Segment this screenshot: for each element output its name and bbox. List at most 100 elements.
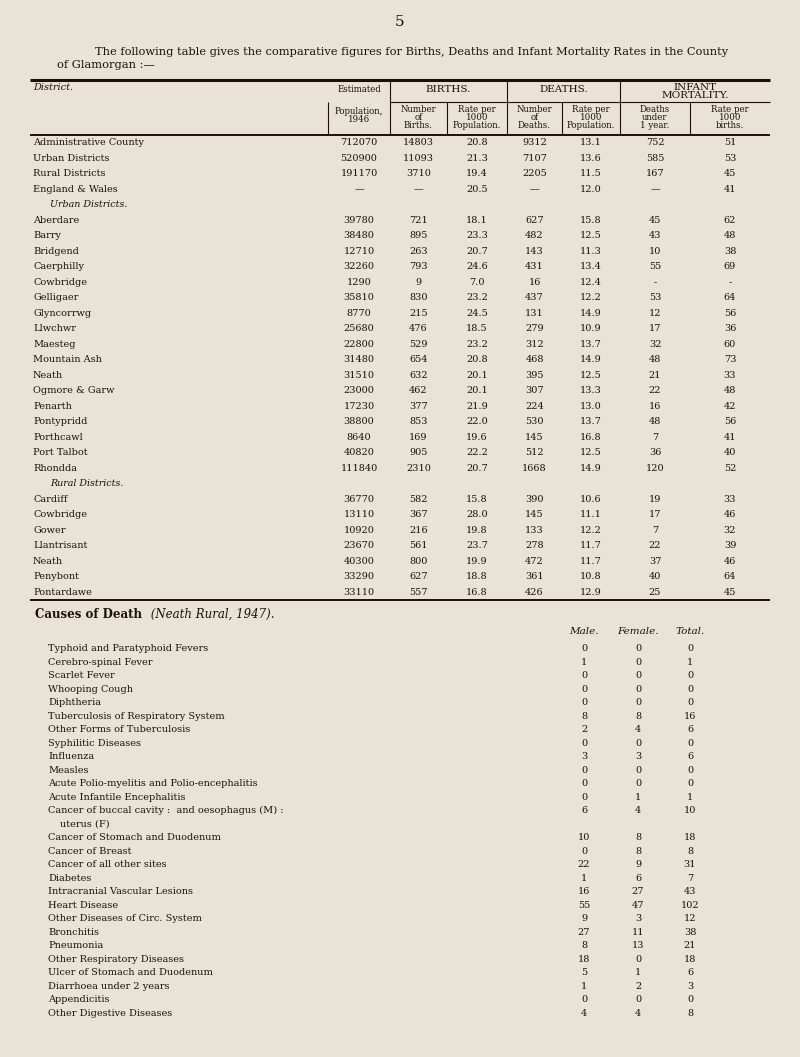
Text: 13.4: 13.4 <box>580 262 602 272</box>
Text: Urban Districts.: Urban Districts. <box>50 200 127 209</box>
Text: —: — <box>354 185 364 193</box>
Text: 22: 22 <box>649 386 662 395</box>
Text: 40: 40 <box>724 448 736 458</box>
Text: 462: 462 <box>409 386 428 395</box>
Text: 1000: 1000 <box>580 113 602 122</box>
Text: 145: 145 <box>525 511 544 519</box>
Text: 43: 43 <box>649 231 662 240</box>
Text: Neath: Neath <box>33 371 63 379</box>
Text: Llantrisant: Llantrisant <box>33 541 87 551</box>
Text: 530: 530 <box>526 418 544 426</box>
Text: 21: 21 <box>684 941 696 950</box>
Text: 16: 16 <box>649 402 661 411</box>
Text: 10: 10 <box>578 833 590 842</box>
Text: 9: 9 <box>415 278 422 286</box>
Text: 40820: 40820 <box>343 448 374 458</box>
Text: 55: 55 <box>578 901 590 910</box>
Text: Diphtheria: Diphtheria <box>48 699 101 707</box>
Text: BIRTHS.: BIRTHS. <box>426 86 471 94</box>
Text: 895: 895 <box>410 231 428 240</box>
Text: 22800: 22800 <box>343 339 374 349</box>
Text: -: - <box>728 278 732 286</box>
Text: 627: 627 <box>409 572 428 581</box>
Text: 1: 1 <box>581 657 587 667</box>
Text: Rate per: Rate per <box>572 105 610 114</box>
Text: 64: 64 <box>724 293 736 302</box>
Text: Administrative County: Administrative County <box>33 138 144 147</box>
Text: 520900: 520900 <box>341 153 378 163</box>
Text: 0: 0 <box>635 699 641 707</box>
Text: Caerphilly: Caerphilly <box>33 262 84 272</box>
Text: 1: 1 <box>635 793 641 802</box>
Text: Cancer of buccal cavity :  and oesophagus (M) :: Cancer of buccal cavity : and oesophagus… <box>48 806 283 815</box>
Text: 18: 18 <box>684 954 696 964</box>
Text: 0: 0 <box>635 685 641 693</box>
Text: 32: 32 <box>724 525 736 535</box>
Text: Rural Districts: Rural Districts <box>33 169 106 179</box>
Text: 52: 52 <box>724 464 736 472</box>
Text: births.: births. <box>716 120 744 130</box>
Text: 10.6: 10.6 <box>580 495 602 504</box>
Text: Other Diseases of Circ. System: Other Diseases of Circ. System <box>48 914 202 923</box>
Text: 12.5: 12.5 <box>580 448 602 458</box>
Text: 0: 0 <box>687 996 693 1004</box>
Text: 8770: 8770 <box>346 309 371 318</box>
Text: INFANT: INFANT <box>674 82 717 92</box>
Text: 12.4: 12.4 <box>580 278 602 286</box>
Text: 1: 1 <box>687 657 693 667</box>
Text: 12: 12 <box>649 309 662 318</box>
Text: 38800: 38800 <box>344 418 374 426</box>
Text: 0: 0 <box>581 739 587 747</box>
Text: 0: 0 <box>687 699 693 707</box>
Text: 39: 39 <box>724 541 736 551</box>
Text: 38: 38 <box>724 246 736 256</box>
Text: Pontardawe: Pontardawe <box>33 588 92 597</box>
Text: 582: 582 <box>410 495 428 504</box>
Text: 0: 0 <box>635 954 641 964</box>
Text: Deaths.: Deaths. <box>518 120 551 130</box>
Text: 17: 17 <box>649 324 662 333</box>
Text: 0: 0 <box>581 779 587 789</box>
Text: 8: 8 <box>581 941 587 950</box>
Text: 4: 4 <box>635 1008 641 1018</box>
Text: 23000: 23000 <box>343 386 374 395</box>
Text: 24.6: 24.6 <box>466 262 488 272</box>
Text: 7: 7 <box>652 525 658 535</box>
Text: Other Digestive Diseases: Other Digestive Diseases <box>48 1008 172 1018</box>
Text: 35810: 35810 <box>343 293 374 302</box>
Text: 16.8: 16.8 <box>466 588 488 597</box>
Text: 12.0: 12.0 <box>580 185 602 193</box>
Text: 21.9: 21.9 <box>466 402 488 411</box>
Text: 377: 377 <box>409 402 428 411</box>
Text: 102: 102 <box>681 901 699 910</box>
Text: 41: 41 <box>724 432 736 442</box>
Text: 45: 45 <box>724 169 736 179</box>
Text: 0: 0 <box>687 645 693 653</box>
Text: 13.6: 13.6 <box>580 153 602 163</box>
Text: 42: 42 <box>724 402 736 411</box>
Text: 476: 476 <box>409 324 428 333</box>
Text: 133: 133 <box>525 525 544 535</box>
Text: Number: Number <box>517 105 552 114</box>
Text: 33290: 33290 <box>343 572 374 581</box>
Text: 0: 0 <box>581 685 587 693</box>
Text: 1: 1 <box>687 793 693 802</box>
Text: 0: 0 <box>687 765 693 775</box>
Text: 48: 48 <box>649 355 661 365</box>
Text: 0: 0 <box>581 793 587 802</box>
Text: 11093: 11093 <box>403 153 434 163</box>
Text: 53: 53 <box>649 293 661 302</box>
Text: 18: 18 <box>684 833 696 842</box>
Text: 28.0: 28.0 <box>466 511 488 519</box>
Text: 33: 33 <box>724 495 736 504</box>
Text: 0: 0 <box>687 685 693 693</box>
Text: 23670: 23670 <box>343 541 374 551</box>
Text: Mountain Ash: Mountain Ash <box>33 355 102 365</box>
Text: 529: 529 <box>410 339 428 349</box>
Text: Scarlet Fever: Scarlet Fever <box>48 671 114 681</box>
Text: 32260: 32260 <box>343 262 374 272</box>
Text: Cancer of all other sites: Cancer of all other sites <box>48 860 166 869</box>
Text: England & Wales: England & Wales <box>33 185 118 193</box>
Text: 3: 3 <box>635 753 641 761</box>
Text: 27: 27 <box>632 887 644 896</box>
